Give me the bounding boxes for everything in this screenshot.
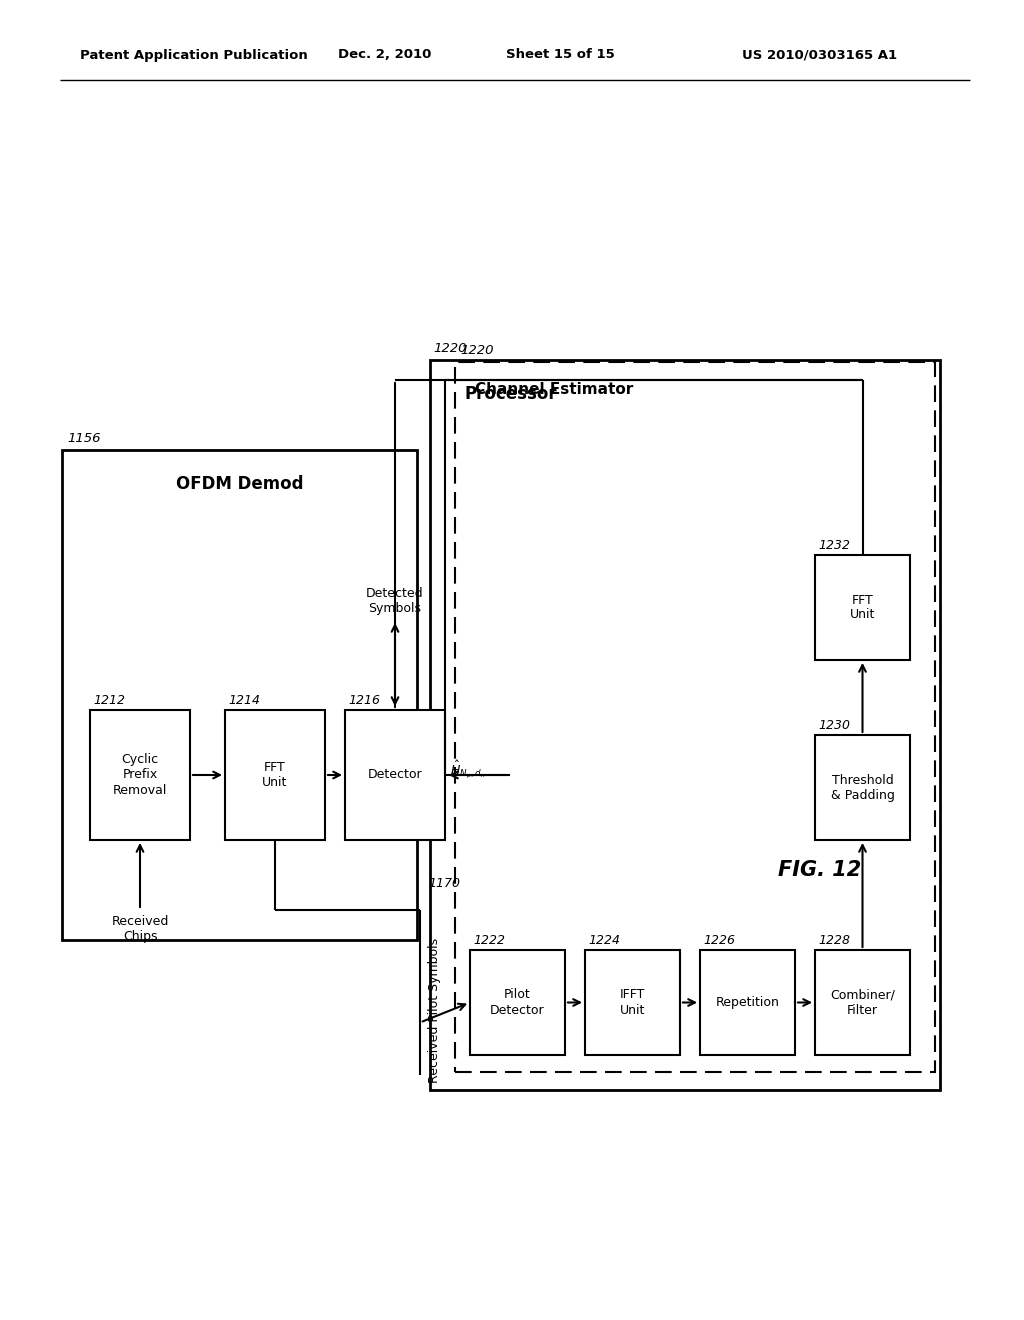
Text: US 2010/0303165 A1: US 2010/0303165 A1 [742,49,898,62]
Text: Channel Estimator: Channel Estimator [475,381,633,397]
Bar [700,950,795,1055]
Bar [62,450,417,940]
Bar [815,554,910,660]
Text: 1156: 1156 [67,432,100,445]
Text: 1220: 1220 [460,345,494,356]
Text: Received Pilot Symbols: Received Pilot Symbols [428,937,441,1082]
Text: $\hat{H}_{N_p,d_n}$: $\hat{H}_{N_p,d_n}$ [450,759,485,781]
Text: Detected
Symbols: Detected Symbols [367,587,424,615]
Text: Received
Chips: Received Chips [112,915,169,942]
Text: 1232: 1232 [818,539,850,552]
Text: 1216: 1216 [348,694,380,708]
Text: Combiner/
Filter: Combiner/ Filter [830,989,895,1016]
Bar [455,362,935,1072]
Text: Threshold
& Padding: Threshold & Padding [830,774,894,801]
Text: IFFT
Unit: IFFT Unit [620,989,645,1016]
Bar [225,710,325,840]
Text: 1212: 1212 [93,694,125,708]
Bar [470,950,565,1055]
Text: 1226: 1226 [703,935,735,946]
Bar [90,710,190,840]
Text: FIG. 12: FIG. 12 [778,861,861,880]
Text: Detector: Detector [368,768,422,781]
Bar [815,950,910,1055]
Text: 1230: 1230 [818,719,850,733]
Text: Processor: Processor [465,385,558,403]
Bar [345,710,445,840]
Text: 1170: 1170 [428,876,460,890]
Bar [430,360,940,1090]
Text: Sheet 15 of 15: Sheet 15 of 15 [506,49,614,62]
Text: OFDM Demod: OFDM Demod [176,475,303,492]
Text: Patent Application Publication: Patent Application Publication [80,49,308,62]
Text: 1222: 1222 [473,935,505,946]
Text: FFT
Unit: FFT Unit [262,762,288,789]
Text: 1228: 1228 [818,935,850,946]
Text: Repetition: Repetition [716,997,779,1008]
Text: 1224: 1224 [588,935,620,946]
Bar [815,735,910,840]
Text: FFT
Unit: FFT Unit [850,594,876,622]
Text: 1214: 1214 [228,694,260,708]
Text: Cyclic
Prefix
Removal: Cyclic Prefix Removal [113,754,167,796]
Text: Pilot
Detector: Pilot Detector [490,989,545,1016]
Text: Dec. 2, 2010: Dec. 2, 2010 [338,49,432,62]
Text: 1220: 1220 [433,342,467,355]
Bar [585,950,680,1055]
